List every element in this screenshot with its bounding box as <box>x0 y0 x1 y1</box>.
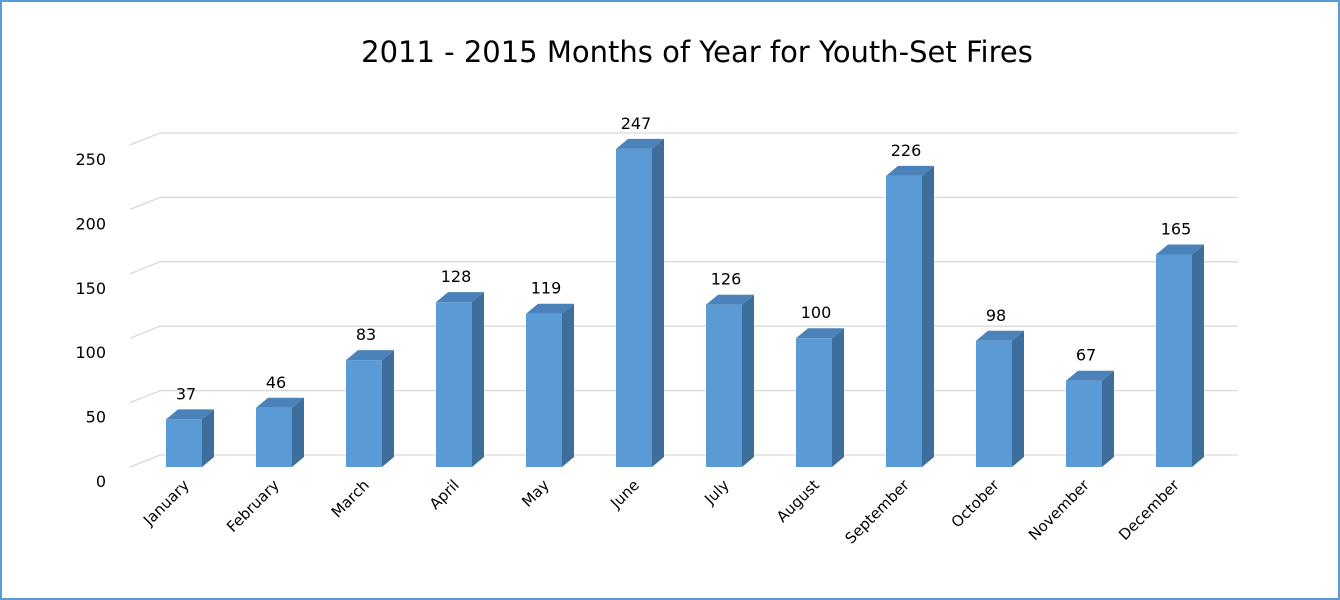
bar-top <box>526 303 574 314</box>
bar-november <box>1066 370 1114 467</box>
bar-side <box>742 294 754 467</box>
data-label: 128 <box>441 267 472 286</box>
bar-top <box>1066 370 1114 381</box>
bar-top <box>886 165 934 176</box>
x-tick-label: March <box>328 476 373 521</box>
x-axis-ticks: January February March April May June July Augu… <box>139 476 1183 548</box>
bar-january <box>166 409 214 467</box>
y-tick-label: 250 <box>75 150 106 169</box>
x-tick-label: January <box>139 476 193 530</box>
gridline <box>129 325 1238 339</box>
bar-front <box>256 407 292 467</box>
bar-february <box>256 397 304 467</box>
data-label: 67 <box>1076 346 1096 365</box>
bar-top <box>976 330 1024 341</box>
bar-march <box>346 350 394 467</box>
y-tick-label: 200 <box>75 214 106 233</box>
x-tick-label: December <box>1115 476 1183 544</box>
x-tick-label: August <box>773 476 823 526</box>
x-tick-label: June <box>606 476 643 513</box>
data-label: 119 <box>531 279 562 298</box>
bar-december <box>1156 244 1204 467</box>
bar-september <box>886 165 934 468</box>
data-label: 226 <box>891 141 922 160</box>
bar-top <box>1156 244 1204 255</box>
gridline <box>129 261 1238 275</box>
bar-front <box>526 313 562 467</box>
bar-side <box>202 409 214 467</box>
bar-front <box>1156 254 1192 467</box>
bar-side <box>652 138 664 467</box>
bar-side <box>1102 370 1114 467</box>
gridlines <box>129 132 1238 468</box>
x-tick-label: April <box>426 476 463 513</box>
x-tick-label: November <box>1025 476 1093 544</box>
data-label: 46 <box>266 373 286 392</box>
bar-front <box>886 175 922 468</box>
data-labels: 37 46 83 128 119 247 126 100 226 98 67 165 <box>176 114 1191 403</box>
data-label: 37 <box>176 384 196 403</box>
bar-front <box>436 302 472 467</box>
bar-top <box>796 328 844 339</box>
data-label: 165 <box>1161 219 1192 238</box>
bar-side <box>472 292 484 467</box>
bar-front <box>706 304 742 467</box>
bar-side <box>292 397 304 467</box>
bar-side <box>1012 330 1024 467</box>
gridline <box>129 196 1238 211</box>
gridline <box>129 454 1238 468</box>
bar-may <box>526 303 574 467</box>
bar-front <box>346 360 382 467</box>
data-label: 126 <box>711 270 742 289</box>
bar-top <box>166 409 214 420</box>
x-tick-label: July <box>700 476 733 509</box>
bar-top <box>346 350 394 361</box>
chart-title: 2011 - 2015 Months of Year for Youth-Set… <box>361 35 1033 69</box>
bar-top <box>616 138 664 149</box>
bar-june <box>616 138 664 467</box>
data-label: 100 <box>801 303 832 322</box>
y-tick-label: 0 <box>96 472 106 491</box>
y-tick-label: 50 <box>86 408 106 427</box>
bar-april <box>436 292 484 467</box>
data-label: 83 <box>356 325 376 344</box>
bars <box>166 138 1204 468</box>
bar-front <box>976 340 1012 467</box>
bar-october <box>976 330 1024 467</box>
bar-side <box>1192 244 1204 467</box>
bar-side <box>562 303 574 467</box>
x-tick-label: September <box>841 476 913 548</box>
bar-side <box>382 350 394 467</box>
bar-top <box>436 292 484 303</box>
bar-side <box>922 165 934 468</box>
bar-front <box>796 338 832 467</box>
data-label: 247 <box>621 114 652 133</box>
x-tick-label: May <box>518 476 553 511</box>
bar-front <box>166 419 202 467</box>
y-axis-ticks: 0 50 100 150 200 250 <box>75 150 106 491</box>
bar-july <box>706 294 754 467</box>
data-label: 98 <box>986 306 1006 325</box>
y-tick-label: 150 <box>75 279 106 298</box>
x-tick-label: October <box>948 476 1004 532</box>
bar-top <box>256 397 304 408</box>
bar-top <box>706 294 754 305</box>
bar-august <box>796 328 844 467</box>
bar-front <box>616 148 652 467</box>
bar-side <box>832 328 844 467</box>
y-tick-label: 100 <box>75 343 106 362</box>
gridline <box>129 389 1238 404</box>
gridline <box>129 132 1238 146</box>
x-tick-label: February <box>223 476 283 536</box>
bar-front <box>1066 380 1102 467</box>
